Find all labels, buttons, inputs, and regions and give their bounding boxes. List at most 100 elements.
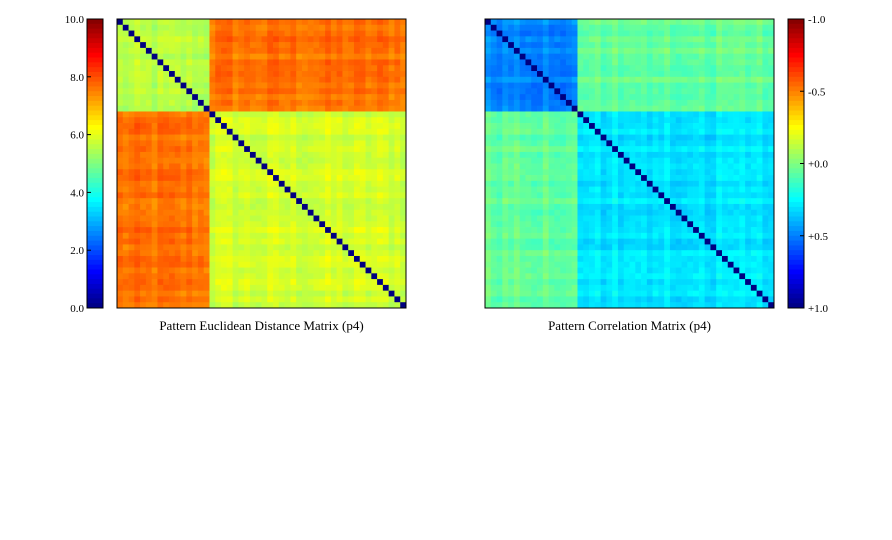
matrix-cell xyxy=(157,203,164,211)
matrix-cell xyxy=(278,30,285,37)
matrix-cell xyxy=(762,47,769,55)
matrix-cell xyxy=(151,238,158,245)
matrix-cell xyxy=(151,117,158,124)
matrix-cell xyxy=(169,36,176,43)
matrix-cell xyxy=(641,279,648,286)
matrix-cell xyxy=(537,123,544,130)
matrix-cell xyxy=(365,117,372,124)
matrix-cell xyxy=(727,267,734,274)
matrix-cell xyxy=(583,19,590,26)
matrix-cell xyxy=(192,123,199,130)
matrix-cell xyxy=(163,198,170,205)
matrix-cell xyxy=(307,111,314,118)
matrix-cell xyxy=(169,99,176,107)
matrix-cell xyxy=(756,47,763,55)
matrix-cell xyxy=(664,47,671,55)
matrix-cell xyxy=(226,30,233,37)
matrix-cell xyxy=(307,227,314,234)
matrix-cell xyxy=(192,19,199,26)
matrix-cell xyxy=(255,175,262,182)
matrix-cell xyxy=(151,105,158,112)
matrix-cell xyxy=(727,232,734,239)
matrix-cell xyxy=(508,36,515,43)
matrix-cell xyxy=(273,42,280,49)
matrix-cell xyxy=(485,267,492,274)
matrix-cell xyxy=(727,47,734,55)
matrix-cell xyxy=(669,221,677,228)
matrix-cell xyxy=(739,71,746,78)
matrix-cell xyxy=(652,71,659,78)
matrix-cell xyxy=(319,279,326,286)
matrix-cell xyxy=(209,30,216,37)
matrix-cell xyxy=(508,134,515,141)
matrix-cell xyxy=(594,198,601,205)
matrix-cell xyxy=(221,203,228,211)
matrix-cell xyxy=(371,76,378,83)
matrix-cell xyxy=(577,296,584,303)
matrix-cell xyxy=(721,140,729,147)
matrix-cell xyxy=(554,209,561,216)
matrix-cell xyxy=(664,30,671,37)
matrix-cell xyxy=(267,42,274,49)
matrix-cell xyxy=(727,65,734,72)
matrix-cell xyxy=(353,30,361,37)
matrix-cell xyxy=(617,53,625,60)
matrix-cell xyxy=(301,169,309,176)
matrix-cell xyxy=(658,99,665,107)
matrix-cell xyxy=(359,186,366,193)
matrix-cell xyxy=(687,175,694,182)
matrix-cell xyxy=(325,232,332,239)
matrix-cell xyxy=(221,209,228,216)
matrix-cell xyxy=(209,157,216,164)
matrix-cell xyxy=(325,111,332,118)
matrix-cell xyxy=(117,105,124,112)
matrix-cell xyxy=(336,198,343,205)
matrix-cell xyxy=(145,192,153,199)
matrix-cell xyxy=(681,227,688,234)
matrix-cell xyxy=(745,290,752,297)
matrix-cell xyxy=(192,47,199,55)
matrix-cell xyxy=(733,227,740,234)
matrix-cell xyxy=(128,296,135,303)
matrix-cell xyxy=(762,82,769,89)
matrix-cell xyxy=(197,290,205,297)
matrix-cell xyxy=(313,99,320,107)
matrix-cell xyxy=(490,140,497,147)
matrix-cell xyxy=(180,134,187,141)
matrix-cell xyxy=(525,157,532,164)
diagonal-cell xyxy=(238,140,245,147)
matrix-cell xyxy=(359,82,366,89)
matrix-cell xyxy=(681,47,688,55)
matrix-cell xyxy=(606,88,613,95)
matrix-cell xyxy=(365,255,372,263)
matrix-cell xyxy=(629,65,636,72)
matrix-cell xyxy=(502,186,509,193)
matrix-cell xyxy=(353,36,361,43)
matrix-cell xyxy=(261,42,268,49)
matrix-cell xyxy=(698,244,705,251)
matrix-cell xyxy=(756,261,763,268)
matrix-cell xyxy=(531,151,538,159)
matrix-cell xyxy=(388,140,395,147)
matrix-cell xyxy=(267,134,274,141)
matrix-cell xyxy=(261,146,268,153)
matrix-cell xyxy=(548,279,555,286)
matrix-cell xyxy=(635,76,642,83)
matrix-cell xyxy=(750,180,758,187)
matrix-cell xyxy=(307,65,314,72)
matrix-cell xyxy=(226,244,233,251)
matrix-cell xyxy=(646,227,653,234)
matrix-cell xyxy=(238,238,245,245)
matrix-cell xyxy=(716,203,723,211)
matrix-cell xyxy=(612,134,619,141)
matrix-cell xyxy=(284,157,291,164)
matrix-cell xyxy=(307,215,314,222)
matrix-cell xyxy=(768,203,775,211)
matrix-cell xyxy=(762,192,769,199)
matrix-cell xyxy=(249,134,257,141)
matrix-cell xyxy=(215,279,222,286)
matrix-cell xyxy=(762,111,769,118)
matrix-cell xyxy=(721,59,729,66)
matrix-cell xyxy=(485,53,492,60)
matrix-cell xyxy=(209,209,216,216)
